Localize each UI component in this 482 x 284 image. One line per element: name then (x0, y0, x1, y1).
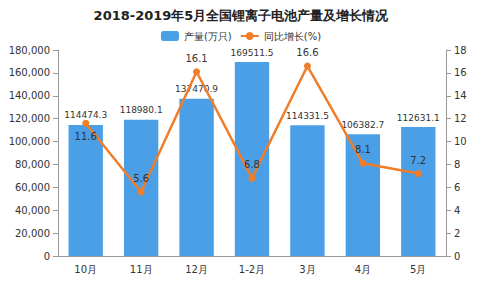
svg-text:5.6: 5.6 (133, 173, 149, 184)
svg-text:16: 16 (454, 67, 467, 78)
svg-text:11月: 11月 (130, 264, 153, 275)
svg-text:16.1: 16.1 (185, 53, 207, 64)
svg-text:0: 0 (44, 251, 50, 262)
svg-text:同比增长(%): 同比增长(%) (264, 31, 321, 42)
svg-text:10月: 10月 (74, 264, 97, 275)
svg-text:100,000: 100,000 (9, 136, 50, 147)
svg-text:160,000: 160,000 (9, 67, 50, 78)
svg-text:169511.5: 169511.5 (231, 48, 274, 58)
svg-text:114331.5: 114331.5 (286, 111, 329, 121)
svg-text:120,000: 120,000 (9, 113, 50, 124)
svg-text:4: 4 (454, 205, 460, 216)
svg-text:16.6: 16.6 (296, 47, 318, 58)
svg-text:2018-2019年5月全国锂离子电池产量及增长情况: 2018-2019年5月全国锂离子电池产量及增长情况 (94, 8, 390, 23)
svg-text:8.1: 8.1 (355, 144, 371, 155)
svg-text:5月: 5月 (410, 264, 426, 275)
svg-text:4月: 4月 (355, 264, 371, 275)
svg-text:118980.1: 118980.1 (120, 105, 163, 115)
svg-text:6.8: 6.8 (244, 159, 260, 170)
svg-text:180,000: 180,000 (9, 45, 50, 56)
svg-text:10: 10 (454, 136, 467, 147)
svg-text:80,000: 80,000 (15, 159, 50, 170)
svg-text:114474.3: 114474.3 (64, 110, 107, 120)
svg-text:18: 18 (454, 45, 467, 56)
svg-text:1-2月: 1-2月 (239, 264, 265, 275)
svg-text:2: 2 (454, 228, 460, 239)
svg-text:产量(万只): 产量(万只) (184, 31, 232, 42)
svg-text:3月: 3月 (299, 264, 315, 275)
svg-text:0: 0 (454, 251, 460, 262)
svg-text:8: 8 (454, 159, 460, 170)
svg-text:140,000: 140,000 (9, 90, 50, 101)
svg-text:40,000: 40,000 (15, 205, 50, 216)
svg-text:14: 14 (454, 90, 467, 101)
svg-text:7.2: 7.2 (410, 155, 426, 166)
svg-text:60,000: 60,000 (15, 182, 50, 193)
svg-text:20,000: 20,000 (15, 228, 50, 239)
svg-text:11.6: 11.6 (75, 131, 97, 142)
svg-text:12: 12 (454, 113, 467, 124)
svg-text:6: 6 (454, 182, 460, 193)
svg-text:137470.9: 137470.9 (175, 84, 218, 94)
svg-text:112631.1: 112631.1 (397, 113, 440, 123)
svg-text:12月: 12月 (185, 264, 208, 275)
svg-text:106382.7: 106382.7 (341, 120, 384, 130)
